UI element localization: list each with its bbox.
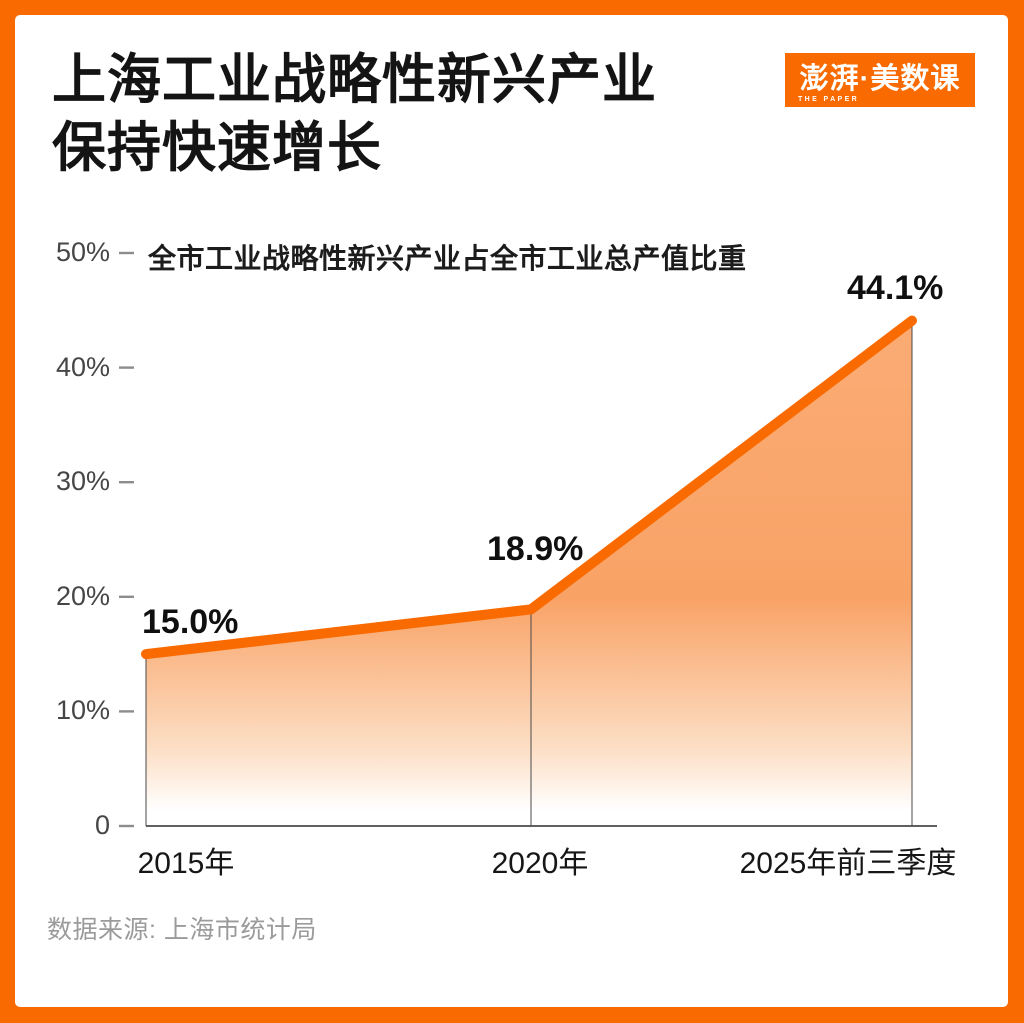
chart-subtitle: 全市工业战略性新兴产业占全市工业总产值比重 — [148, 243, 747, 274]
y-axis-tick-label: 0 — [94, 810, 110, 840]
data-point-label: 15.0% — [142, 603, 239, 642]
y-axis-tick-label: 20% — [55, 580, 110, 611]
y-axis-tick-label: 10% — [55, 695, 110, 726]
logo-text: 澎湃·美数课 — [799, 63, 961, 95]
paper-logo: 澎湃·美数课 THE PAPER — [785, 53, 975, 107]
page-title-line1: 上海工业战略性新兴产业 — [52, 50, 657, 110]
area-fill — [146, 320, 912, 826]
source-note: 数据来源: 上海市统计局 — [47, 916, 317, 944]
trend-line — [141, 315, 917, 660]
data-point-label: 44.1% — [847, 268, 944, 307]
x-axis-label: 2015年 — [137, 847, 235, 880]
y-axis-tick-label: 40% — [55, 351, 110, 382]
x-axis-label: 2020年 — [491, 847, 589, 880]
page-title: 上海工业战略性新兴产业 保持快速增长 — [52, 46, 657, 182]
y-axis-tick-label: 30% — [55, 466, 110, 497]
page-title-line2: 保持快速增长 — [52, 118, 382, 178]
x-axis-label: 2025年前三季度 — [739, 847, 957, 880]
logo-subtext: THE PAPER — [798, 96, 860, 103]
data-point-label: 18.9% — [487, 530, 584, 569]
y-axis-tick-label: 50% — [55, 237, 110, 267]
